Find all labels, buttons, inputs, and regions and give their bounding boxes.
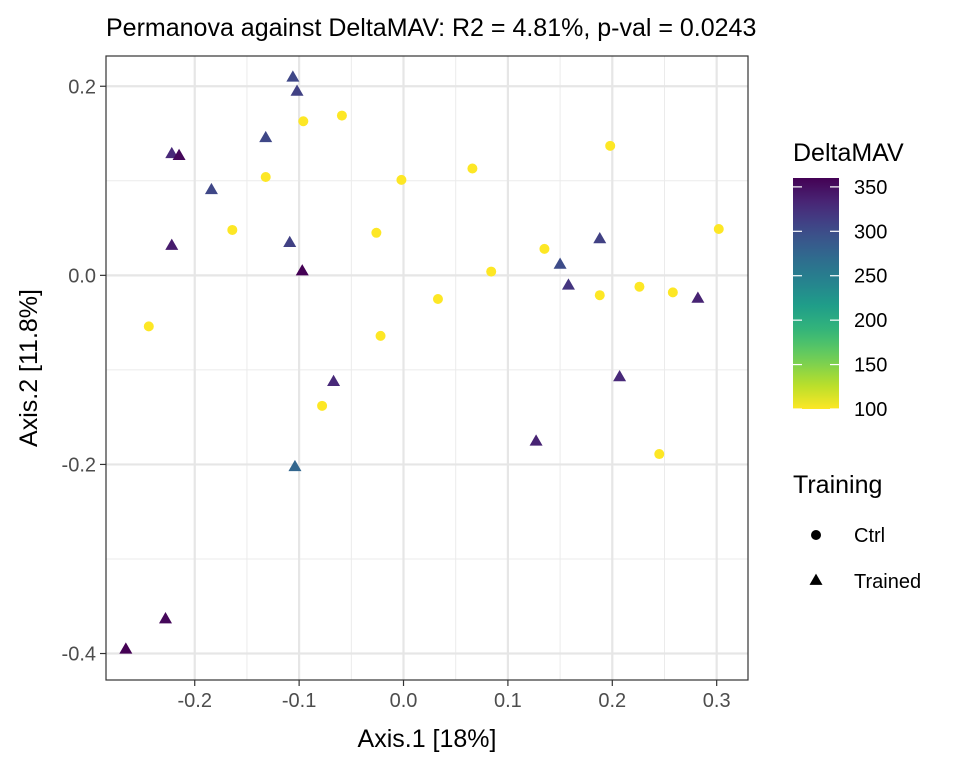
colorbar-ticks: 350 300 250 200 150 100	[793, 177, 887, 421]
y-axis-label: Axis.2 [11.8%]	[15, 289, 43, 447]
data-point-trained	[295, 264, 309, 276]
shape-legend: Training Ctrl Trained	[793, 471, 921, 593]
data-point-ctrl	[713, 224, 724, 235]
x-axis: -0.2 -0.1 0.0 0.1 0.2 0.3	[177, 680, 731, 712]
colorbar-tick-label: 100	[854, 399, 887, 421]
y-tick-label: 0.0	[68, 265, 96, 287]
data-point-ctrl	[432, 293, 443, 304]
grid-major	[106, 56, 748, 680]
legend-triangle-icon	[809, 573, 823, 585]
data-point-ctrl	[539, 243, 550, 254]
data-point-trained	[691, 291, 705, 303]
data-point-trained	[119, 642, 133, 654]
data-point-ctrl	[667, 287, 678, 298]
colorbar-tick-label: 250	[854, 266, 887, 288]
data-point-trained	[593, 231, 607, 244]
data-point-ctrl	[467, 163, 478, 174]
data-point-ctrl	[227, 224, 238, 235]
data-point-ctrl	[317, 400, 328, 411]
data-point-trained	[165, 146, 179, 159]
colorbar-tick-label: 300	[854, 221, 887, 243]
x-tick-label: 0.0	[390, 690, 418, 712]
color-legend-title: DeltaMAV	[793, 139, 904, 167]
data-point-trained	[290, 84, 304, 96]
x-tick-label: -0.1	[282, 690, 316, 712]
data-point-trained	[165, 238, 179, 250]
data-point-ctrl	[396, 174, 407, 185]
shape-legend-label: Ctrl	[854, 525, 885, 547]
y-tick-label: -0.2	[62, 454, 96, 476]
plot-panel	[106, 56, 748, 680]
data-point-ctrl	[605, 140, 616, 151]
grid-minor	[106, 56, 748, 680]
shape-legend-title: Training	[793, 471, 882, 499]
data-point-trained	[286, 70, 300, 82]
colorbar-tick-label: 350	[854, 177, 887, 199]
data-point-ctrl	[336, 110, 347, 121]
data-point-trained	[159, 612, 173, 624]
data-point-ctrl	[371, 227, 382, 238]
colorbar	[793, 178, 839, 409]
data-point-trained	[172, 148, 186, 161]
x-tick-label: 0.2	[598, 690, 626, 712]
data-point-ctrl	[654, 449, 665, 460]
data-point-trained	[288, 459, 302, 472]
data-point-trained	[553, 257, 567, 269]
data-point-ctrl	[486, 266, 497, 277]
colorbar-tick-label: 150	[854, 355, 887, 377]
data-point-trained	[327, 374, 341, 387]
x-axis-label: Axis.1 [18%]	[358, 725, 497, 753]
data-points	[119, 70, 724, 654]
data-point-ctrl	[143, 321, 154, 332]
data-point-trained	[561, 278, 575, 290]
chart-title: Permanova against DeltaMAV: R2 = 4.81%, …	[106, 14, 756, 42]
data-point-ctrl	[298, 116, 309, 127]
shape-legend-label: Trained	[854, 571, 921, 593]
y-axis: 0.2 0.0 -0.2 -0.4	[62, 76, 106, 666]
data-point-trained	[204, 182, 218, 195]
y-tick-label: 0.2	[68, 76, 96, 98]
x-tick-label: 0.3	[703, 690, 731, 712]
x-tick-label: 0.1	[494, 690, 522, 712]
data-point-ctrl	[375, 330, 386, 341]
data-point-ctrl	[594, 290, 605, 301]
x-tick-label: -0.2	[177, 690, 211, 712]
data-point-ctrl	[634, 281, 645, 292]
legend-circle-icon	[811, 530, 821, 540]
shape-legend-items: Ctrl Trained	[809, 525, 921, 593]
data-point-trained	[283, 235, 297, 248]
data-point-ctrl	[260, 172, 271, 183]
plot-border	[105, 55, 749, 681]
y-tick-label: -0.4	[62, 644, 96, 666]
color-legend: DeltaMAV 350 300 250 200 150 100	[793, 139, 904, 421]
data-point-trained	[613, 370, 627, 382]
data-point-trained	[259, 130, 273, 143]
colorbar-tick-label: 200	[854, 310, 887, 332]
data-point-trained	[529, 434, 543, 446]
